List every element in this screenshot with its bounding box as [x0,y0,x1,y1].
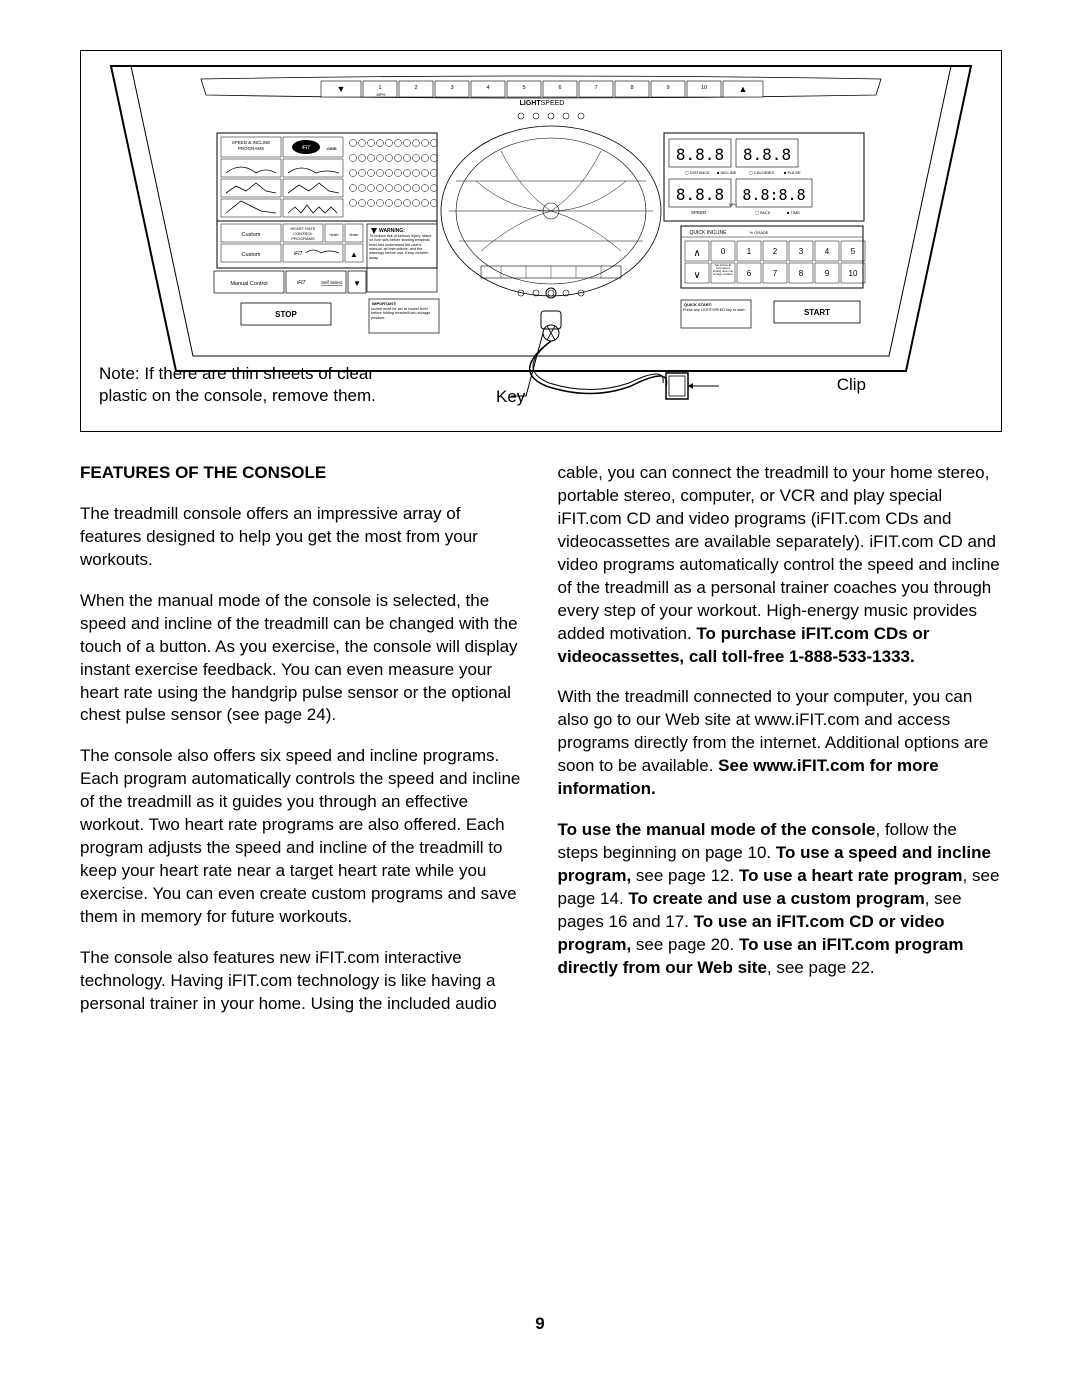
svg-text:▲: ▲ [350,250,358,259]
svg-text:8.8.8: 8.8.8 [676,185,724,204]
console-diagram: ▼ 1 2 3 4 5 6 7 8 9 10 ▲ LIGHTSPEED MPH [80,50,1002,432]
svg-text:8.8:8.8: 8.8:8.8 [742,186,805,204]
svg-text:Self Select: Self Select [321,280,343,285]
svg-text:▢ PACE: ▢ PACE [755,210,771,215]
svg-text:QUICK INCLINE: QUICK INCLINE [690,230,728,236]
svg-text:% GRADE: % GRADE [750,230,769,235]
page-number: 9 [80,1314,1000,1334]
svg-text:LIGHTSPEED: LIGHTSPEED [520,100,565,107]
svg-text:2: 2 [414,85,417,91]
svg-text:SPEED & INCLINE: SPEED & INCLINE [232,140,271,145]
dot-matrix [346,137,438,217]
svg-text:3: 3 [799,247,804,256]
paragraph: The treadmill console offers an impressi… [80,503,523,572]
paragraph: With the treadmill connected to your com… [558,686,1001,801]
svg-text:iFIT: iFIT [302,145,312,151]
svg-text:PROGRAMS: PROGRAMS [291,236,315,241]
svg-text:4: 4 [825,247,830,256]
svg-text:5: 5 [522,85,525,91]
fan-speaker [441,126,661,296]
svg-text:9: 9 [666,85,669,91]
svg-text:7: 7 [594,85,597,91]
key-label: Key [496,387,525,407]
svg-text:▢ DISTANCE: ▢ DISTANCE [685,170,710,175]
svg-text:▢ CALORIES: ▢ CALORIES [749,170,774,175]
svg-text:8.8.8: 8.8.8 [676,145,724,164]
svg-text:8.8.8: 8.8.8 [743,145,791,164]
svg-text:∨: ∨ [693,270,700,281]
svg-text:■ INCLINE: ■ INCLINE [717,170,737,175]
paragraph: cable, you can connect the treadmill to … [558,462,1001,668]
svg-text:START: START [804,308,830,317]
svg-text:iFIT: iFIT [297,280,307,286]
svg-text:▲: ▲ [739,84,748,94]
svg-text:∧: ∧ [693,248,700,259]
svg-text:Custom: Custom [242,252,261,258]
svg-text:■ PULSE: ■ PULSE [784,170,801,175]
left-column: FEATURES OF THE CONSOLE The treadmill co… [80,462,523,1034]
section-heading: FEATURES OF THE CONSOLE [80,462,523,485]
left-panel: SPEED & INCLINE PROGRAMS iFIT .com [214,133,440,333]
svg-text:iFIT: iFIT [294,251,304,257]
plastic-note: Note: If there are thin sheets of clear … [99,363,376,407]
svg-text:2: 2 [773,247,778,256]
right-panel: 8.8.8 8.8.8 ▢ DISTANCE ■ INCLINE ▢ CALOR… [664,133,865,328]
clip-label: Clip [837,375,866,395]
svg-text:8: 8 [799,269,804,278]
svg-text:8: 8 [630,85,633,91]
svg-text:6: 6 [747,269,752,278]
svg-text:■ TIME: ■ TIME [787,210,800,215]
svg-text:9: 9 [825,269,830,278]
svg-text:3: 3 [450,85,453,91]
svg-text:10: 10 [849,269,858,278]
svg-text:Manual Control: Manual Control [230,281,267,287]
svg-text:6: 6 [558,85,561,91]
svg-text:1: 1 [747,247,752,256]
svg-text:Custom: Custom [242,232,261,238]
svg-text:▼: ▼ [353,279,361,288]
svg-text:heart: heart [329,232,339,237]
svg-text:0: 0 [721,247,726,256]
body-text: FEATURES OF THE CONSOLE The treadmill co… [80,462,1000,1034]
paragraph: The console also offers six speed and in… [80,745,523,929]
svg-text:QUICK START:: QUICK START: [684,302,712,307]
svg-text:10: 10 [701,85,707,91]
svg-text:1: 1 [378,85,381,91]
svg-text:STOP: STOP [275,310,297,319]
svg-text:SPEED: SPEED [691,210,707,215]
svg-text:MPH: MPH [377,92,386,97]
svg-text:7: 7 [773,269,778,278]
svg-text:▼: ▼ [337,84,346,94]
right-column: cable, you can connect the treadmill to … [558,462,1001,1034]
lightspeed-bar: ▼ 1 2 3 4 5 6 7 8 9 10 ▲ LIGHTSPEED MPH [321,81,763,107]
paragraph: When the manual mode of the console is s… [80,590,523,728]
svg-text:IMPORTANT:: IMPORTANT: [372,301,396,306]
svg-text:timer: timer [350,232,360,237]
svg-text:4: 4 [486,85,489,91]
paragraph: The console also features new iFIT.com i… [80,947,523,1016]
svg-text:5: 5 [851,247,856,256]
paragraph: To use the manual mode of the console, f… [558,819,1001,980]
svg-text:.com: .com [326,146,337,151]
svg-text:PROGRAMS: PROGRAMS [238,146,264,151]
